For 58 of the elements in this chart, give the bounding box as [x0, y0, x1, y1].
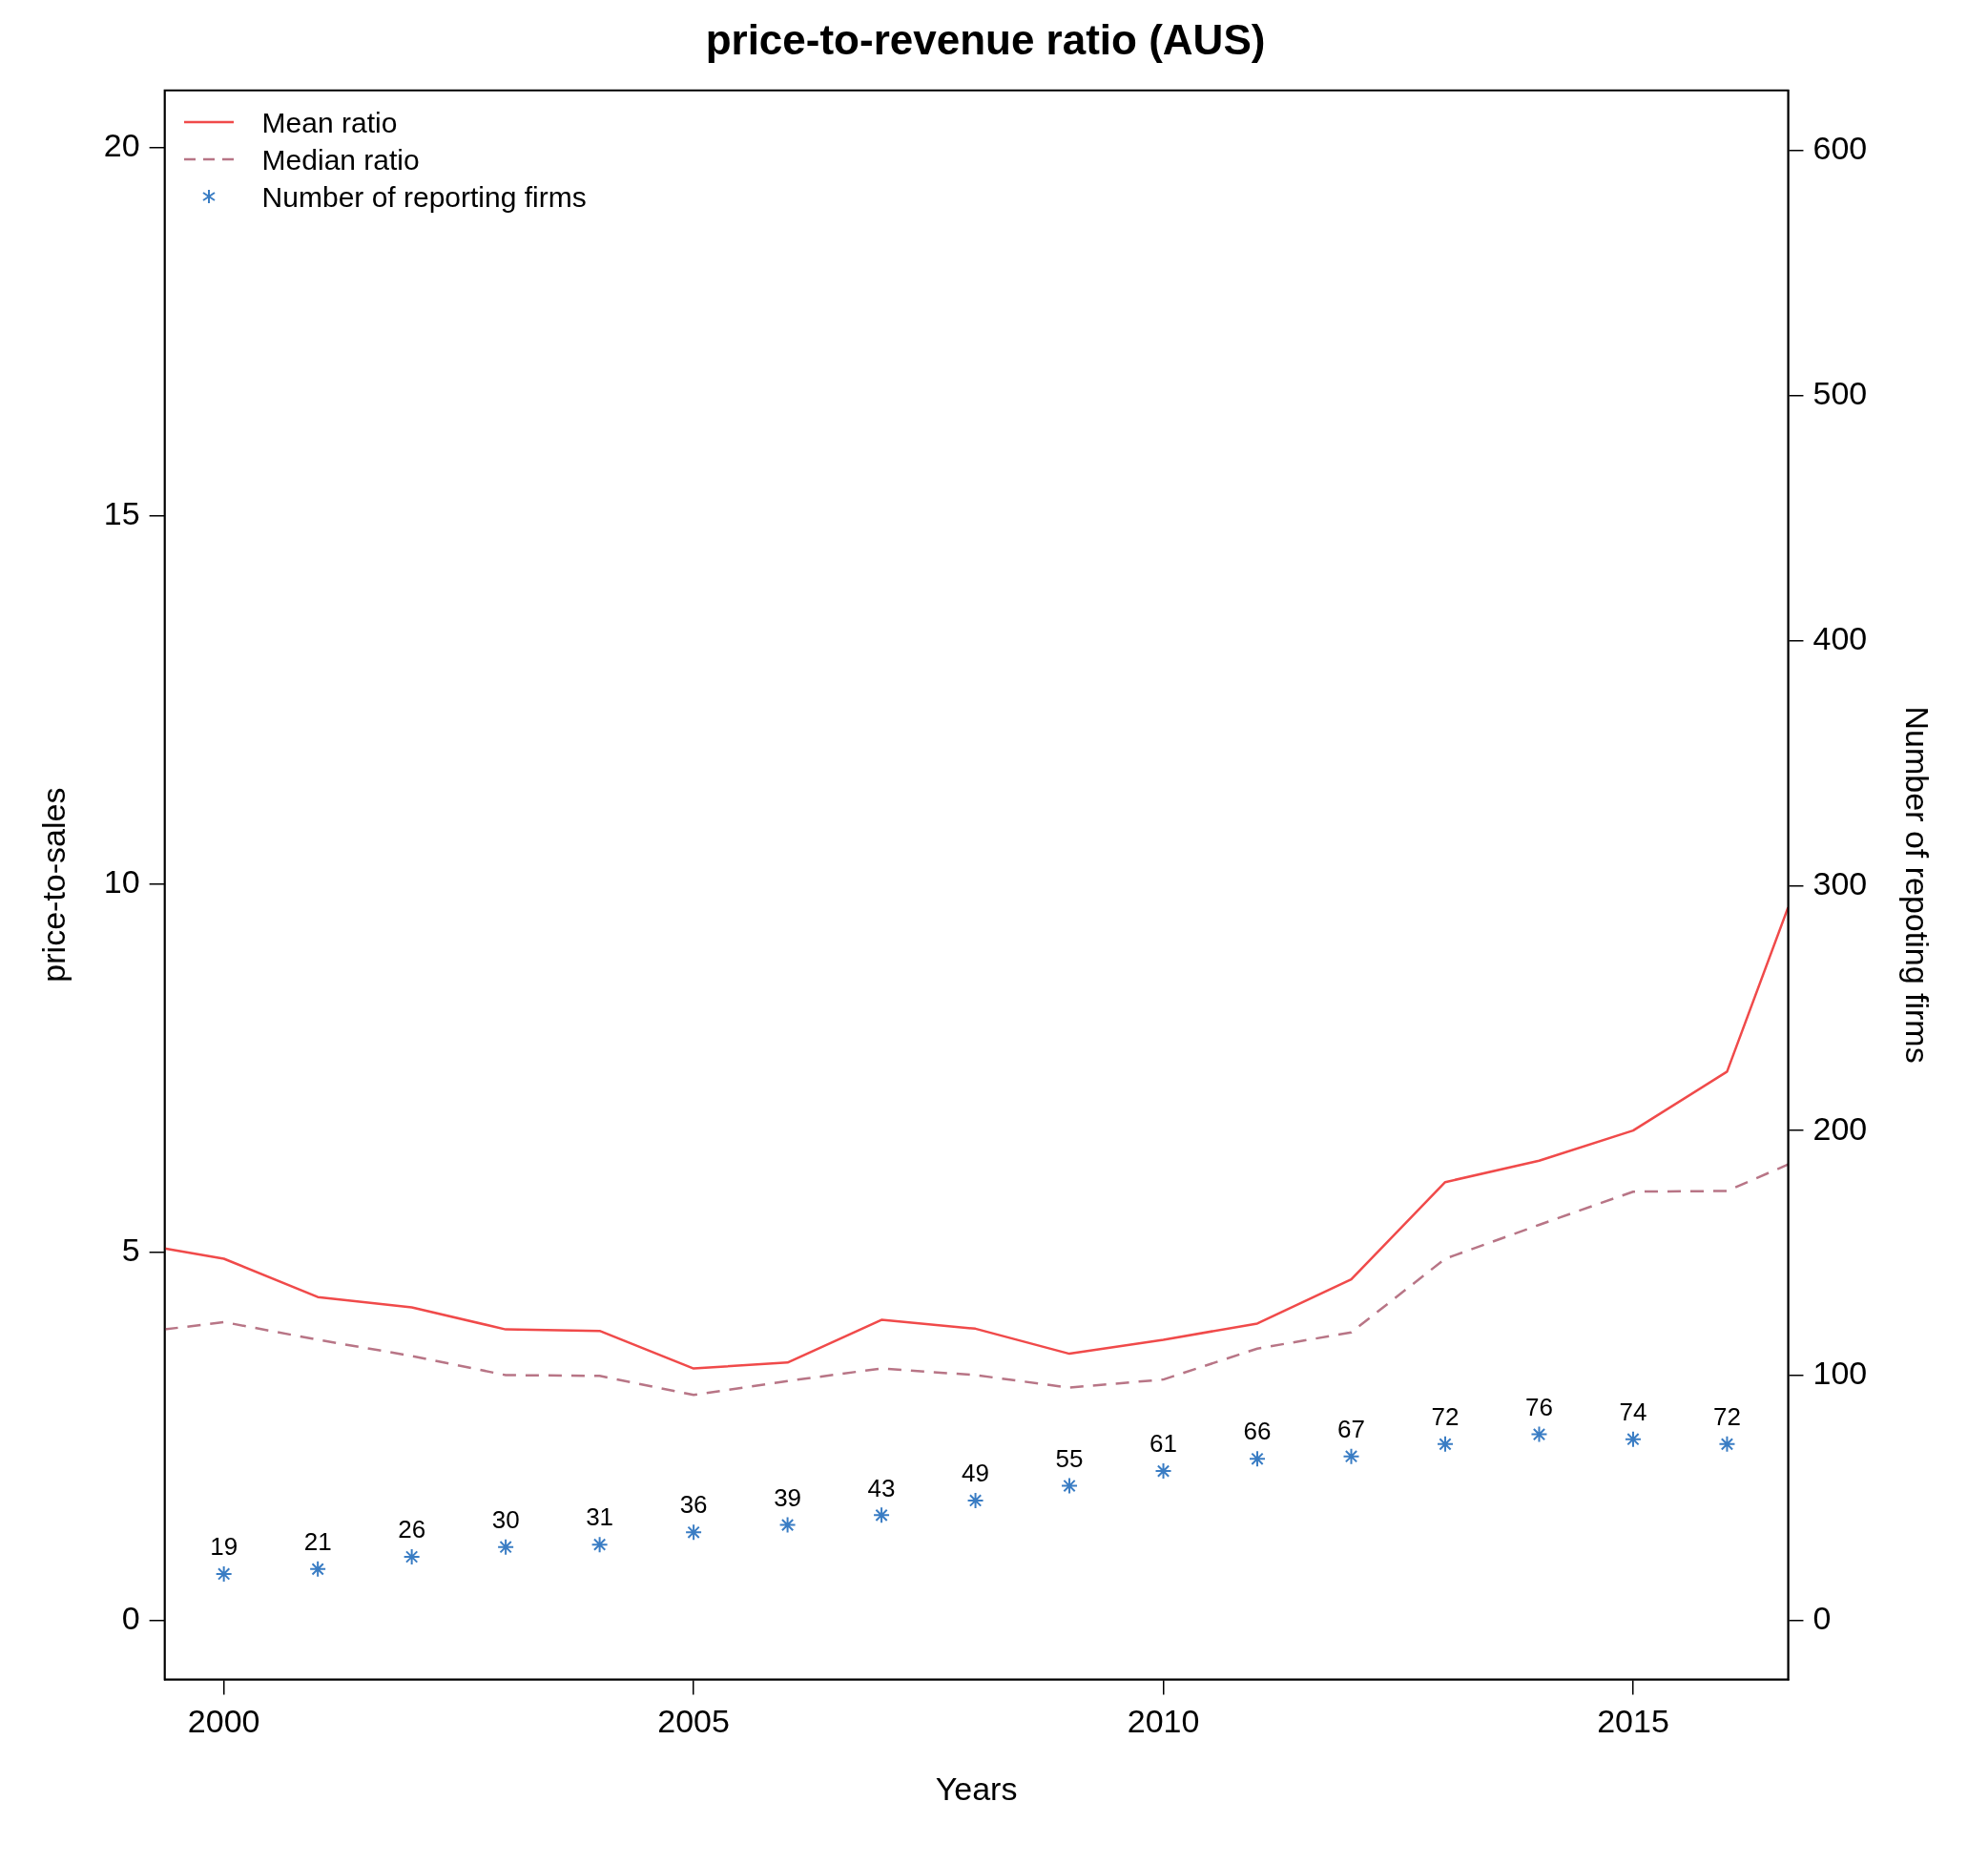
y2-tick-label: 300 — [1812, 864, 1868, 901]
y-tick-label: 0 — [121, 1600, 140, 1636]
point — [309, 1560, 327, 1578]
point — [497, 1538, 515, 1556]
x-tick-label: 2010 — [1127, 1703, 1200, 1740]
data-label: 43 — [867, 1473, 896, 1502]
data-label: 39 — [774, 1482, 802, 1512]
y2-axis-title: Number of repoting firms — [1899, 706, 1936, 1064]
chart-title: price-to-revenue ratio (AUS) — [705, 15, 1266, 63]
data-label: 66 — [1243, 1417, 1272, 1446]
y-tick-label: 15 — [103, 494, 140, 531]
point — [1249, 1450, 1267, 1468]
point — [685, 1523, 703, 1542]
x-tick-label: 2015 — [1597, 1703, 1669, 1740]
data-label: 76 — [1525, 1392, 1553, 1421]
point — [1061, 1477, 1079, 1495]
legend-label: Median ratio — [261, 142, 420, 177]
data-label: 31 — [586, 1502, 614, 1532]
point — [1342, 1447, 1360, 1465]
legend-label: Mean ratio — [261, 105, 398, 140]
point — [778, 1516, 797, 1534]
data-label: 74 — [1619, 1397, 1647, 1426]
y2-tick-label: 500 — [1812, 375, 1868, 412]
point — [1154, 1462, 1172, 1481]
y2-tick-label: 400 — [1812, 619, 1868, 656]
y-tick-label: 5 — [121, 1231, 140, 1268]
legend-label: Number of reporting firms — [261, 179, 587, 215]
data-label: 55 — [1055, 1443, 1084, 1473]
x-axis-title: Years — [935, 1770, 1018, 1807]
point — [1624, 1430, 1642, 1448]
y-tick-label: 20 — [103, 126, 140, 163]
line-series — [164, 1163, 1789, 1397]
data-label: 30 — [491, 1504, 520, 1534]
point — [403, 1548, 421, 1565]
y-axis-title: price-to-sales — [34, 787, 72, 983]
y2-tick-label: 0 — [1812, 1600, 1832, 1637]
data-label: 49 — [962, 1459, 990, 1488]
data-label: 21 — [303, 1527, 332, 1557]
x-tick-label: 2005 — [657, 1703, 730, 1740]
x-tick-label: 2000 — [187, 1703, 260, 1740]
point — [590, 1536, 609, 1554]
point — [1530, 1425, 1548, 1443]
y2-tick-label: 200 — [1812, 1109, 1868, 1147]
point — [873, 1506, 891, 1524]
data-label: 72 — [1431, 1402, 1460, 1432]
data-label: 67 — [1337, 1414, 1365, 1443]
y2-tick-label: 600 — [1812, 130, 1868, 167]
y2-tick-label: 100 — [1812, 1355, 1868, 1392]
point — [1437, 1435, 1454, 1453]
data-label: 61 — [1149, 1429, 1177, 1459]
point — [966, 1491, 984, 1509]
data-label: 36 — [679, 1490, 708, 1520]
data-label: 26 — [398, 1515, 426, 1544]
data-label: 72 — [1712, 1402, 1741, 1432]
y-tick-label: 10 — [103, 862, 140, 900]
point — [215, 1564, 233, 1583]
point — [1718, 1435, 1736, 1453]
data-label: 19 — [210, 1532, 238, 1562]
